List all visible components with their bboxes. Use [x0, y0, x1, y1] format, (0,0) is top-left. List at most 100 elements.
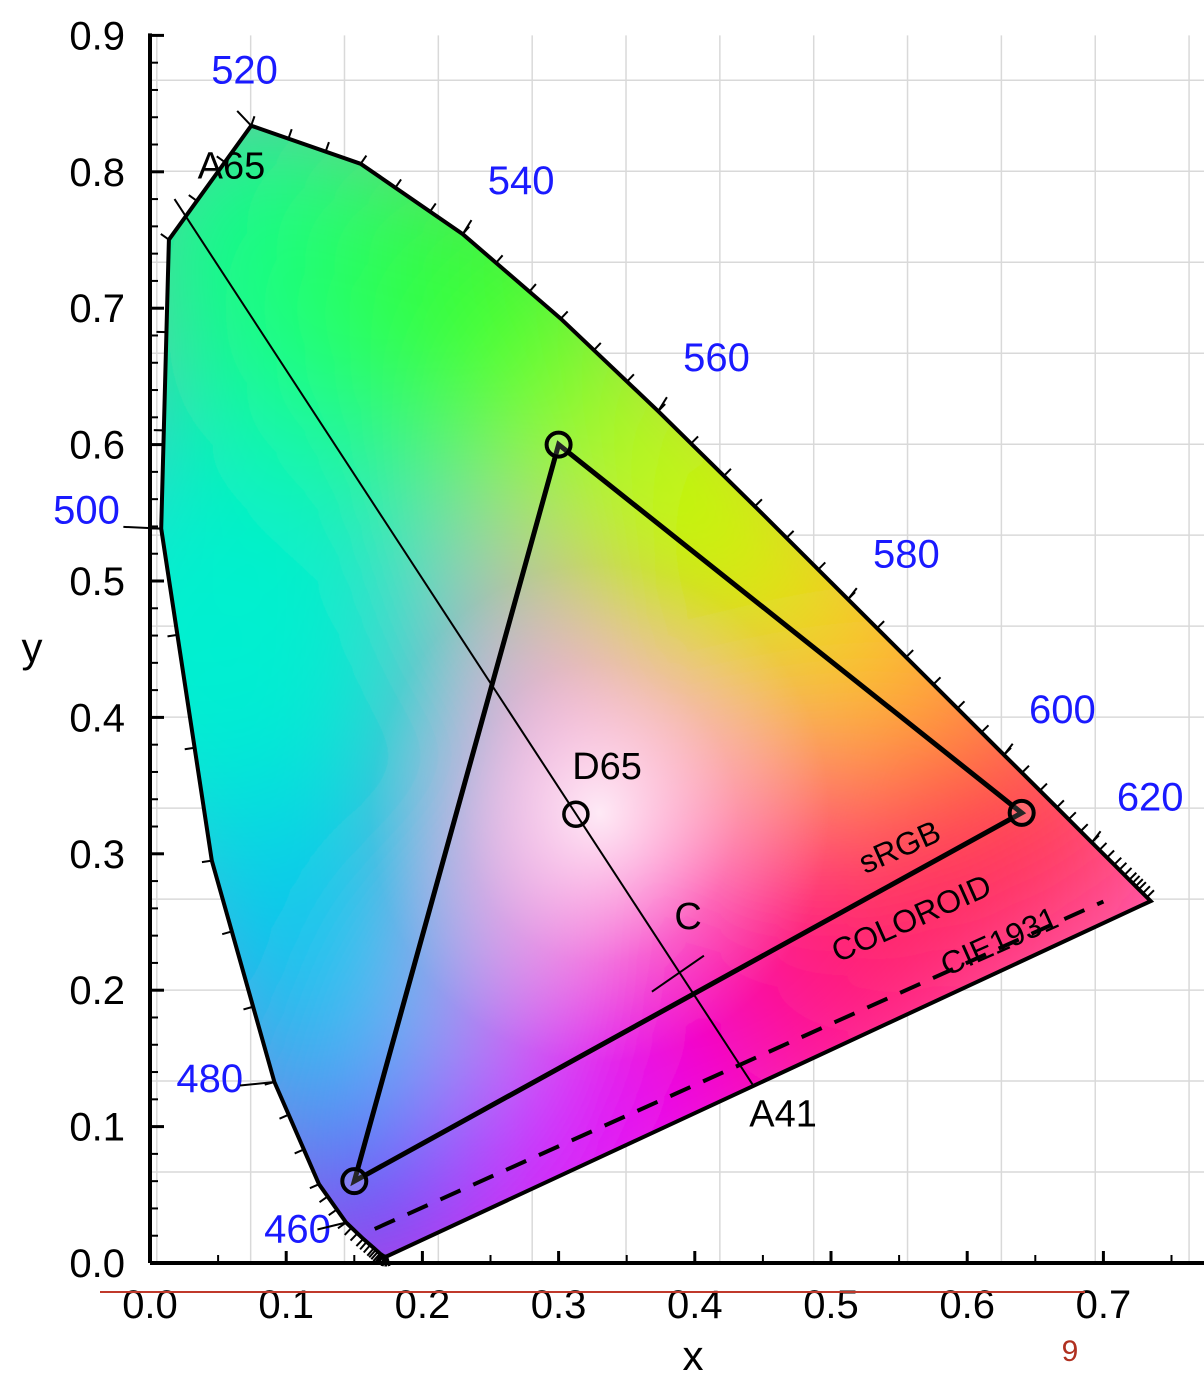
locus-tick [370, 1251, 379, 1260]
wavelength-leader [239, 1081, 275, 1087]
wavelength-leader [461, 219, 473, 235]
x-tick-label: 0.3 [531, 1283, 587, 1327]
slide-number: 9 [1061, 1335, 1079, 1368]
locus-tick [188, 194, 198, 202]
locus-tick [160, 233, 170, 241]
c-label: C [674, 896, 701, 938]
locus-tick [250, 115, 256, 127]
locus-tick [216, 155, 226, 163]
locus-tick [359, 1241, 368, 1251]
locus-tick [956, 700, 966, 710]
locus-tick [318, 1195, 329, 1204]
x-tick-label: 0.6 [939, 1283, 995, 1327]
locus-tick [1056, 799, 1065, 809]
locus-tick [905, 649, 914, 658]
wavelength-leader [657, 396, 668, 412]
wavelength-label-560: 560 [683, 336, 750, 380]
locus-tick [690, 435, 699, 445]
y-tick-label: 0.5 [69, 560, 125, 604]
locus-tick [723, 468, 732, 477]
locus-tick [1106, 849, 1115, 859]
x-tick-label: 0.7 [1076, 1283, 1132, 1327]
locus-tick [1128, 872, 1138, 881]
locus-tick [309, 1183, 320, 1190]
locus-tick [287, 128, 293, 139]
locus-tick [355, 1238, 365, 1247]
fill-blob [161, 389, 479, 910]
c-point-tick [651, 954, 705, 993]
wavelength-label-520: 520 [211, 49, 278, 93]
locus-tick [1039, 782, 1048, 792]
locus-tick [167, 633, 178, 638]
locus-tick [1098, 842, 1108, 851]
x-axis-label: x [683, 1332, 704, 1373]
y-tick-label: 0.7 [69, 287, 125, 331]
x-tick-label: 0.5 [803, 1283, 859, 1327]
y-tick-label: 0.3 [69, 833, 125, 877]
locus-tick [201, 859, 212, 864]
locus-tick [366, 1247, 375, 1257]
d65-label: D65 [572, 746, 642, 788]
wavelength-leader [847, 587, 858, 600]
locus-tick [184, 746, 195, 751]
locus-tick [294, 1148, 305, 1155]
x-tick-label: 0.2 [395, 1283, 451, 1327]
locus-tick [221, 930, 233, 936]
locus-tick [1142, 885, 1151, 895]
x-tick-label: 0.4 [667, 1283, 723, 1327]
locus-tick [362, 1244, 372, 1254]
locus-tick [876, 620, 885, 629]
wavelength-leader [123, 525, 162, 530]
locus-tick [359, 154, 368, 165]
a65-label: A65 [198, 146, 266, 188]
y-tick-label: 0.0 [69, 1242, 125, 1286]
x-tick-label: 0.1 [258, 1283, 314, 1327]
locus-tick [349, 1232, 359, 1242]
y-tick-label: 0.2 [69, 969, 125, 1013]
locus-tick [495, 254, 504, 264]
locus-tick [980, 724, 990, 734]
locus-tick [343, 1227, 353, 1236]
wavelength-leader [236, 110, 252, 127]
y-axis-label: y [22, 624, 43, 671]
y-tick-label: 0.1 [69, 1106, 125, 1150]
wavelength-label-620: 620 [1117, 775, 1184, 819]
locus-tick [1021, 764, 1030, 774]
wavelength-leader [1003, 743, 1014, 756]
y-tick-label: 0.4 [69, 696, 125, 740]
y-tick-label: 0.9 [69, 14, 125, 58]
srgb-red-primary [1007, 798, 1036, 827]
locus-tick [754, 498, 763, 508]
locus-tick [1118, 862, 1128, 871]
white-glow [369, 562, 830, 1063]
locus-tick [1068, 811, 1077, 821]
locus-tick [932, 676, 942, 686]
locus-tick [626, 373, 635, 383]
locus-tick [324, 141, 330, 152]
locus-tick [1138, 881, 1147, 890]
locus-tick [328, 1208, 338, 1217]
axes: 0.0 0.1 0.2 0.3 0.4 0.5 0.6 0.7 0.0 0.1 0.2 0.3 0.4 0… [69, 14, 1204, 1327]
wavelength-label-480: 480 [176, 1057, 243, 1101]
a65-a41-line [173, 198, 755, 1087]
d65-white-point [562, 800, 590, 828]
wavelength-label-600: 600 [1029, 688, 1096, 732]
srgb-green-primary [544, 430, 573, 459]
y-tick-label: 0.8 [69, 151, 125, 195]
wavelength-label-580: 580 [873, 532, 940, 576]
locus-tick [243, 1005, 254, 1011]
locus-tick [394, 178, 402, 189]
a41-label: A41 [749, 1094, 817, 1136]
locus-tick [560, 310, 569, 320]
locus-tick [368, 1249, 377, 1259]
locus-tick [429, 202, 437, 213]
locus-tick [785, 530, 795, 539]
locus-tick [1123, 867, 1133, 876]
locus-tick [279, 1113, 290, 1120]
locus-tick [1079, 823, 1089, 832]
wavelength-label-500: 500 [53, 489, 120, 533]
x-tick-label: 0.0 [122, 1283, 178, 1327]
wavelength-label-540: 540 [488, 159, 555, 203]
